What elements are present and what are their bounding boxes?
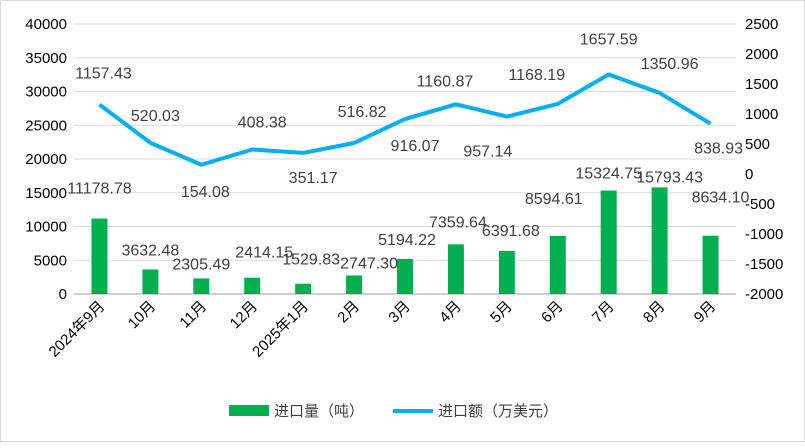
right-tick-label: -500 xyxy=(745,196,775,213)
right-tick-label: -1500 xyxy=(745,256,783,273)
line-data-label: 1160.87 xyxy=(417,73,474,90)
right-tick-label: 2000 xyxy=(745,46,778,63)
bar-data-label: 5194.22 xyxy=(378,232,436,249)
bar-data-label: 8594.61 xyxy=(525,191,583,208)
bar xyxy=(142,269,158,294)
x-tick-label: 9月 xyxy=(691,298,720,327)
left-axis: 0 5000 10000 15000 20000 25000 30000 35000 40000 xyxy=(25,16,67,303)
right-tick-label: 0 xyxy=(745,166,753,183)
bar-data-label: 3632.48 xyxy=(121,242,179,259)
bar xyxy=(193,278,209,294)
bar xyxy=(652,187,668,294)
line-data-label: 351.17 xyxy=(289,170,338,187)
bar-data-label: 15324.75 xyxy=(575,166,642,183)
x-tick-label: 4月 xyxy=(436,298,465,327)
x-tick-label: 10月 xyxy=(125,298,159,332)
legend-swatch-bar xyxy=(229,405,269,416)
legend-label-bar: 进口量（吨） xyxy=(274,403,364,420)
bar-data-label: 2305.49 xyxy=(172,256,230,273)
bar xyxy=(703,236,719,294)
x-tick-label: 7月 xyxy=(589,298,618,327)
right-tick-label: 2500 xyxy=(745,16,778,33)
line-data-label: 1350.96 xyxy=(641,56,699,73)
bar xyxy=(346,275,362,294)
bar-data-label: 7359.64 xyxy=(429,214,487,231)
x-tick-label: 2025年1月 xyxy=(249,298,312,361)
bar xyxy=(295,284,311,294)
right-tick-label: -2000 xyxy=(745,286,783,303)
left-tick-label: 5000 xyxy=(34,252,67,269)
bar xyxy=(601,191,617,294)
left-tick-label: 20000 xyxy=(25,151,67,168)
line-data-label: 516.82 xyxy=(338,104,387,121)
right-tick-label: 1000 xyxy=(745,106,778,123)
bar xyxy=(244,278,260,294)
line-data-label: 520.03 xyxy=(131,108,180,125)
bar xyxy=(448,244,464,294)
line-data-label: 957.14 xyxy=(463,144,512,161)
x-tick-label: 2024年9月 xyxy=(46,298,109,361)
right-axis: -2000 -1500 -1000 -500 0 500 1000 1500 2000 2500 xyxy=(745,16,783,303)
left-tick-label: 0 xyxy=(59,286,67,303)
x-tick-label: 5月 xyxy=(487,298,516,327)
line-data-label: 154.08 xyxy=(181,184,230,201)
bar-data-label: 11178.78 xyxy=(67,181,131,198)
left-tick-label: 40000 xyxy=(25,16,67,33)
legend: 进口量（吨） 进口额（万美元） xyxy=(229,403,558,420)
bar-data-label: 15793.43 xyxy=(636,169,703,186)
bar xyxy=(550,236,566,294)
line-data-label: 1168.19 xyxy=(508,67,565,84)
line-data-label: 1157.43 xyxy=(75,66,132,83)
x-tick-label: 12月 xyxy=(227,298,261,332)
x-tick-label: 11月 xyxy=(176,298,210,332)
bar-data-label: 8634.10 xyxy=(692,190,750,207)
bar-data-label: 1529.83 xyxy=(282,252,340,269)
right-tick-label: 1500 xyxy=(745,76,778,93)
line-data-label: 916.07 xyxy=(391,138,440,155)
x-tick-label: 8月 xyxy=(640,298,669,327)
x-tick-label: 2月 xyxy=(334,298,363,327)
line-data-label: 408.38 xyxy=(238,114,287,131)
left-tick-label: 30000 xyxy=(25,84,67,101)
legend-label-line: 进口额（万美元） xyxy=(438,403,558,420)
bar xyxy=(91,219,107,294)
right-tick-label: -1000 xyxy=(745,226,783,243)
left-tick-label: 25000 xyxy=(25,117,67,134)
bar-data-label: 2747.30 xyxy=(340,255,398,272)
left-tick-label: 15000 xyxy=(25,185,67,202)
x-tick-label: 3月 xyxy=(385,298,414,327)
left-tick-label: 35000 xyxy=(25,50,67,67)
line-data-label: 838.93 xyxy=(694,141,743,158)
bar xyxy=(397,259,413,294)
line-data-label: 1657.59 xyxy=(580,32,638,49)
left-tick-label: 10000 xyxy=(25,219,67,236)
x-tick-label: 6月 xyxy=(538,298,567,327)
bar xyxy=(499,251,515,294)
right-tick-label: 500 xyxy=(745,136,770,153)
bar-data-label: 6391.68 xyxy=(482,223,540,240)
